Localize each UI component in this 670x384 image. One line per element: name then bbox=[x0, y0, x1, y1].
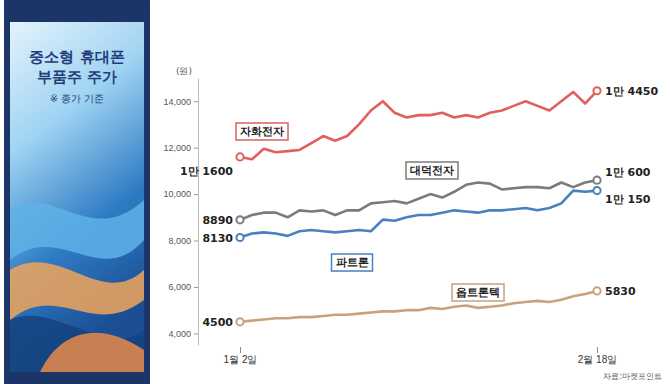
x-tick: 1월 2일 bbox=[224, 347, 258, 365]
series-marker bbox=[236, 153, 243, 160]
y-axis: 4,000 6,000 8,000 10,000 12,000 14,000 bbox=[163, 79, 198, 346]
phone-illustration bbox=[4, 0, 150, 384]
series-name-frame bbox=[452, 284, 504, 301]
series-name: 옵트론텍 bbox=[456, 286, 500, 299]
value-label: 1만 150 bbox=[605, 193, 651, 206]
x-tick-mark bbox=[240, 347, 241, 353]
x-tick-label: 1월 2일 bbox=[224, 354, 258, 365]
subtitle: ※ 종가 기준 bbox=[50, 93, 105, 104]
plot-area bbox=[236, 87, 600, 325]
y-tick-mark bbox=[194, 194, 198, 195]
value-label: 8130 bbox=[202, 232, 233, 245]
y-tick-label: 8,000 bbox=[168, 236, 191, 246]
series-name: 파트론 bbox=[336, 256, 369, 269]
series-name-box: 자화전자 bbox=[236, 123, 288, 140]
title-line: 중소형 휴대폰 bbox=[29, 48, 124, 66]
series-name: 자화전자 bbox=[240, 125, 284, 138]
y-tick: 8,000 bbox=[168, 236, 198, 246]
x-tick: 2월 18일 bbox=[578, 347, 617, 365]
series-marker bbox=[236, 216, 243, 223]
title: 중소형 휴대폰부품주 주가 bbox=[29, 48, 124, 86]
series-marker bbox=[593, 177, 600, 184]
y-tick-mark bbox=[194, 148, 198, 149]
y-tick: 14,000 bbox=[163, 97, 198, 107]
y-tick-mark bbox=[194, 101, 198, 102]
value-label: 1만 1600 bbox=[180, 165, 233, 178]
value-labels: 1만 1600 1만 4450 8890 1만 600 8130 1만 150 4500 58… bbox=[180, 85, 659, 329]
series-line bbox=[240, 91, 597, 159]
y-tick-label: 14,000 bbox=[163, 97, 191, 107]
series-name: 대덕전자 bbox=[410, 164, 454, 177]
series-line bbox=[240, 291, 597, 322]
x-tick-label: 2월 18일 bbox=[578, 354, 617, 365]
y-tick: 12,000 bbox=[163, 143, 198, 153]
y-tick: 6,000 bbox=[168, 282, 198, 292]
series-name-frame bbox=[406, 162, 458, 179]
series-names: 자화전자대덕전자파트론옵트론텍 bbox=[236, 123, 504, 301]
phone-body bbox=[4, 0, 150, 384]
series-name-frame bbox=[332, 254, 373, 271]
series-name-frame bbox=[236, 123, 288, 140]
chart: 중소형 휴대폰부품주 주가 ※ 종가 기준 4,000 6,000 8,000 10,00… bbox=[0, 0, 670, 384]
value-label: 8890 bbox=[202, 214, 233, 227]
series-name-box: 파트론 bbox=[332, 254, 373, 271]
series-marker bbox=[593, 287, 600, 294]
source: 자료:마켓포인트 bbox=[603, 372, 662, 381]
title-line: 부품주 주가 bbox=[37, 68, 117, 86]
value-label: 5830 bbox=[605, 285, 636, 298]
series-marker bbox=[593, 87, 600, 94]
y-axis-title: (원) bbox=[176, 66, 192, 76]
series-line bbox=[240, 191, 597, 238]
screen-wave bbox=[10, 200, 144, 260]
series-marker bbox=[236, 234, 243, 241]
y-tick-label: 12,000 bbox=[163, 143, 191, 153]
screen-wave bbox=[40, 333, 144, 372]
series-name-box: 대덕전자 bbox=[406, 162, 458, 179]
y-axis-line bbox=[198, 79, 199, 346]
y-tick-label: 6,000 bbox=[168, 282, 191, 292]
screen-wave bbox=[10, 316, 144, 372]
value-label: 4500 bbox=[202, 316, 233, 329]
y-tick: 10,000 bbox=[163, 189, 198, 199]
y-tick-mark bbox=[194, 287, 198, 288]
value-label: 1만 4450 bbox=[605, 85, 658, 98]
y-tick-mark bbox=[194, 241, 198, 242]
screen-wave bbox=[10, 262, 144, 320]
value-label: 1만 600 bbox=[605, 166, 651, 179]
y-tick: 4,000 bbox=[168, 329, 198, 339]
x-tick-mark bbox=[597, 347, 598, 353]
phone-screen bbox=[10, 22, 144, 372]
y-tick-label: 10,000 bbox=[163, 189, 191, 199]
series-name-box: 옵트론텍 bbox=[452, 284, 504, 301]
y-tick-label: 4,000 bbox=[168, 329, 191, 339]
x-axis: 1월 2일 2월 18일 bbox=[224, 347, 618, 365]
series-marker bbox=[593, 187, 600, 194]
series-marker bbox=[236, 318, 243, 325]
y-tick-mark bbox=[194, 333, 198, 334]
